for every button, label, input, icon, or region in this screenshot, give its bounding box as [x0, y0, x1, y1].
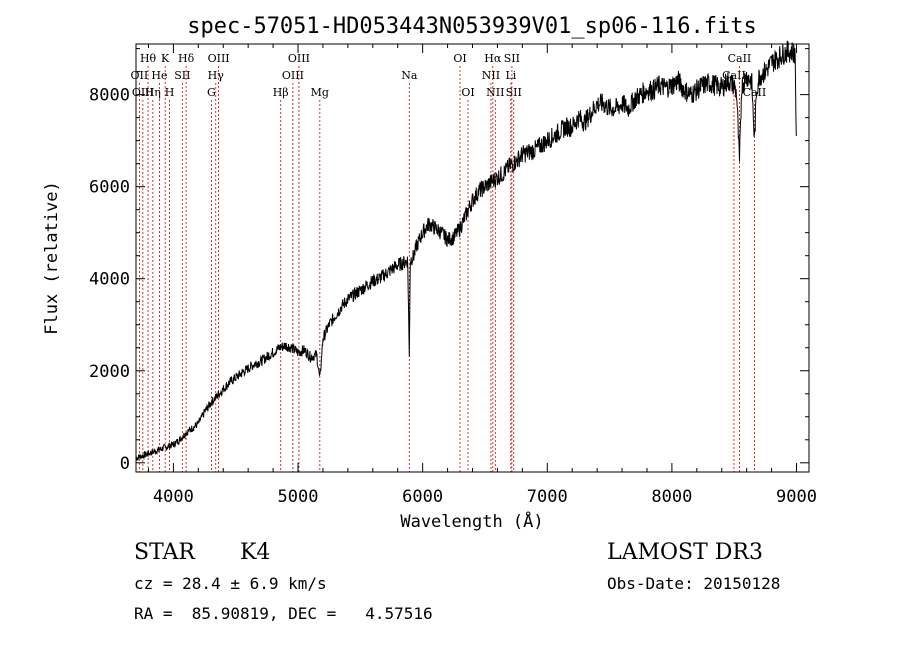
chart-title: spec-57051-HD053443N053939V01_sp06-116.f… — [187, 14, 757, 39]
y-tick-label: 6000 — [89, 178, 130, 198]
y-tick-label: 2000 — [89, 362, 130, 382]
emission-line-label: SII — [174, 69, 190, 82]
emission-line-label: OIII — [208, 52, 230, 65]
emission-line-label: OIII — [288, 52, 310, 65]
emission-line-label: CaII — [728, 52, 752, 65]
emission-line-label: Hθ — [140, 52, 157, 65]
flux-line — [135, 40, 797, 461]
x-tick-label: 7000 — [527, 487, 568, 507]
plot-frame — [135, 43, 810, 473]
obs-date: Obs-Date: 20150128 — [607, 574, 781, 593]
emission-line-label: OI — [453, 52, 466, 65]
y-tick-label: 4000 — [89, 270, 130, 290]
emission-line-label: CaII — [743, 86, 767, 99]
y-axis-label: Flux (relative) — [42, 181, 62, 335]
emission-line-label: G — [207, 86, 216, 99]
x-tick-label: 9000 — [776, 487, 817, 507]
emission-line-label: Mg — [311, 86, 329, 99]
survey-name: LAMOST DR3 — [607, 540, 763, 565]
x-tick-label: 4000 — [153, 487, 194, 507]
y-tick-label: 0 — [120, 454, 130, 474]
x-axis: 4000 5000 6000 7000 8000 9000 — [147, 44, 817, 507]
emission-line-label: Hγ — [208, 69, 225, 82]
x-tick-label: 5000 — [278, 487, 319, 507]
emission-line-label: NII — [486, 86, 504, 99]
emission-line-label: H — [165, 86, 175, 99]
emission-line-label: SII — [506, 86, 522, 99]
emission-line-label: Hβ — [273, 86, 289, 99]
spectral-lines: Hθ OII OIII He Hη K SII H Hδ OIII Hγ G Hβ OIII OIII Mg N… — [131, 52, 767, 472]
emission-line-label: Hη — [145, 86, 161, 99]
ra-dec: RA = 85.90819, DEC = 4.57516 — [134, 604, 433, 623]
x-axis-label: Wavelength (Å) — [400, 510, 543, 532]
spectrum-chart: spec-57051-HD053443N053939V01_sp06-116.f… — [42, 14, 817, 532]
emission-line-label: Hδ — [178, 52, 195, 65]
emission-line-label: Na — [401, 69, 418, 82]
flux-series — [135, 40, 797, 461]
y-axis: 0 2000 4000 6000 8000 — [89, 48, 809, 474]
emission-line-label: Hα — [484, 52, 502, 65]
x-tick-label: 6000 — [402, 487, 443, 507]
y-tick-label: 8000 — [89, 86, 130, 106]
object-subclass: K4 — [240, 540, 271, 565]
emission-line-label: OIII — [132, 86, 154, 99]
emission-line-label: K — [161, 52, 170, 65]
emission-line-label: OII — [131, 69, 149, 82]
emission-line-label: Li — [505, 69, 516, 82]
object-class: STAR — [134, 540, 195, 565]
redshift-cz: cz = 28.4 ± 6.9 km/s — [134, 574, 327, 593]
emission-line-label: NII — [482, 69, 500, 82]
emission-line-label: OIII — [282, 69, 304, 82]
x-tick-label: 8000 — [651, 487, 692, 507]
emission-line-label: OI — [461, 86, 474, 99]
emission-line-label: SII — [504, 52, 520, 65]
emission-line-label: He — [151, 69, 167, 82]
